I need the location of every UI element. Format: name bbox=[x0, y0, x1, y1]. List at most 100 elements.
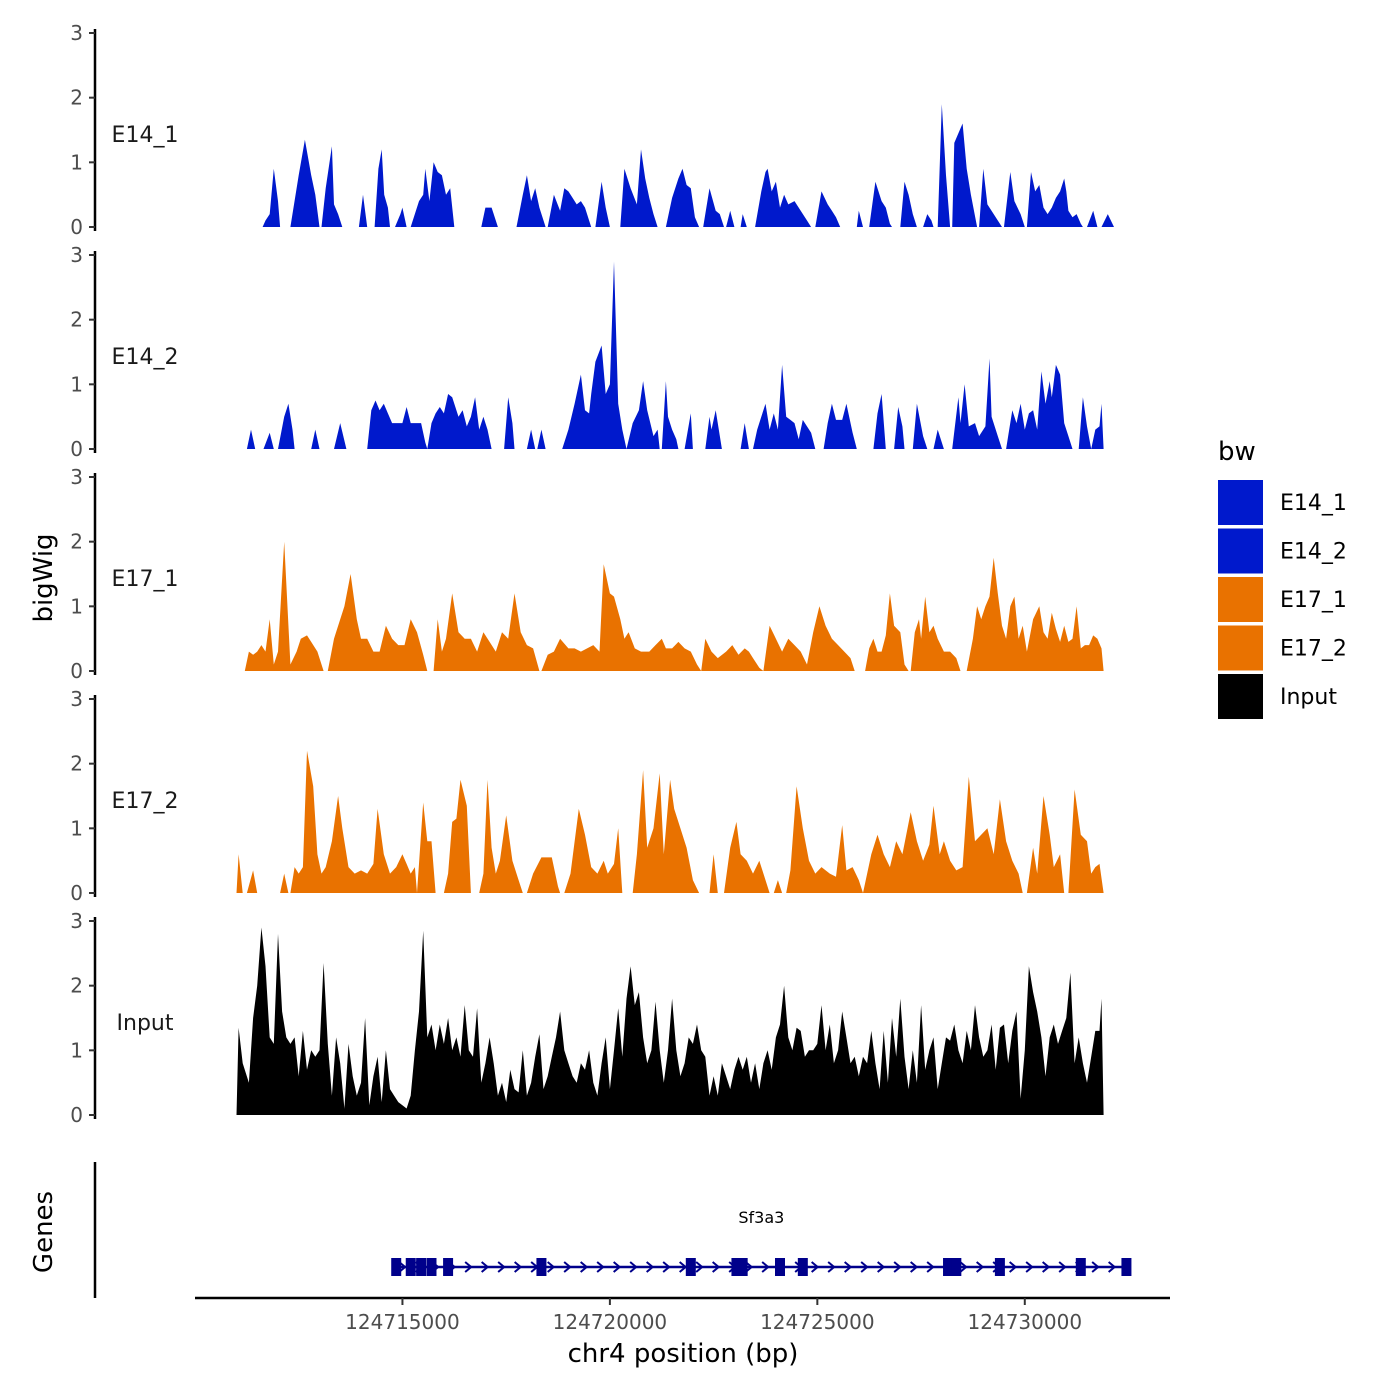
y-tick-label-input-2: 2 bbox=[70, 974, 83, 998]
strand-chevron bbox=[959, 1261, 968, 1273]
gene-exon-6 bbox=[536, 1258, 547, 1276]
strand-chevron bbox=[547, 1261, 556, 1273]
strand-chevron bbox=[926, 1261, 935, 1273]
strand-chevron bbox=[910, 1261, 919, 1273]
track-e17-2: 0 1 2 3 E17_2 bbox=[70, 687, 1104, 905]
strand-chevron bbox=[860, 1261, 869, 1273]
strand-chevron bbox=[1042, 1261, 1051, 1273]
strand-chevron bbox=[877, 1261, 886, 1273]
strand-chevron bbox=[662, 1261, 671, 1273]
gene-exon-11 bbox=[797, 1258, 808, 1276]
strand-chevron bbox=[761, 1261, 770, 1273]
track-label-e14-1: E14_1 bbox=[112, 123, 179, 148]
y-tick-label-e14-2-2: 2 bbox=[70, 308, 83, 332]
y-axis-title: bigWig bbox=[29, 533, 59, 622]
x-tick-label-124720000: 124720000 bbox=[553, 1310, 668, 1334]
x-tick-label-124725000: 124725000 bbox=[760, 1310, 875, 1334]
genes-track-title: Genes bbox=[29, 1191, 59, 1273]
y-tick-label-e17-1-2: 2 bbox=[70, 530, 83, 554]
y-tick-label-e17-2-1: 1 bbox=[70, 816, 83, 840]
gene-exon-13 bbox=[951, 1258, 962, 1276]
area-e17-1 bbox=[244, 541, 1104, 671]
legend-label-e17-1: E17_1 bbox=[1280, 588, 1347, 613]
track-e14-2: 0 1 2 3 E14_2 bbox=[70, 243, 1104, 461]
gene-exon-1 bbox=[391, 1258, 402, 1276]
area-input bbox=[236, 927, 1104, 1115]
legend-swatch-e14-1 bbox=[1218, 480, 1263, 525]
track-label-e14-2: E14_2 bbox=[112, 345, 179, 370]
legend-label-e17-2: E17_2 bbox=[1280, 637, 1347, 662]
strand-chevron bbox=[580, 1261, 589, 1273]
strand-chevron bbox=[976, 1261, 985, 1273]
gene-exon-12 bbox=[943, 1258, 954, 1276]
strand-chevron bbox=[695, 1261, 704, 1273]
legend-label-e14-1: E14_1 bbox=[1280, 491, 1347, 516]
strand-chevron bbox=[596, 1261, 605, 1273]
legend-swatch-e14-2 bbox=[1218, 528, 1263, 574]
strand-chevron bbox=[481, 1261, 490, 1273]
gene-exon-9 bbox=[737, 1258, 748, 1276]
gene-exon-15 bbox=[1075, 1258, 1086, 1276]
gene-exon-3 bbox=[416, 1258, 427, 1276]
strand-chevron bbox=[893, 1261, 902, 1273]
gene-exon-8 bbox=[731, 1258, 742, 1276]
strand-chevron bbox=[497, 1261, 506, 1273]
strand-chevron bbox=[1108, 1261, 1117, 1273]
gene-exon-14 bbox=[994, 1258, 1005, 1276]
y-tick-label-input-0: 0 bbox=[70, 1103, 83, 1127]
strand-chevron bbox=[613, 1261, 622, 1273]
x-axis-title: chr4 position (bp) bbox=[568, 1339, 799, 1369]
legend-swatch-e17-1 bbox=[1218, 577, 1263, 622]
strand-chevron bbox=[646, 1261, 655, 1273]
strand-chevron bbox=[514, 1261, 523, 1273]
strand-chevron bbox=[629, 1261, 638, 1273]
strand-chevron bbox=[1058, 1261, 1067, 1273]
y-tick-label-e14-2-1: 1 bbox=[70, 372, 83, 396]
track-input: 0 1 2 3 Input bbox=[70, 909, 1104, 1127]
area-e17-2 bbox=[236, 750, 1104, 893]
legend-label-input: Input bbox=[1280, 685, 1337, 710]
strand-chevron bbox=[827, 1261, 836, 1273]
legend-title: bw bbox=[1218, 437, 1256, 467]
y-tick-label-e17-1-1: 1 bbox=[70, 594, 83, 618]
gene-exon-2 bbox=[405, 1258, 416, 1276]
legend-label-e14-2: E14_2 bbox=[1280, 540, 1347, 565]
y-tick-label-e17-2-3: 3 bbox=[70, 687, 83, 711]
x-tick-label-124730000: 124730000 bbox=[968, 1310, 1083, 1334]
gene-exon-5 bbox=[443, 1258, 454, 1276]
y-tick-label-e17-1-0: 0 bbox=[70, 659, 83, 683]
y-tick-label-e14-1-3: 3 bbox=[70, 21, 83, 45]
y-tick-label-e14-2-3: 3 bbox=[70, 243, 83, 267]
area-e14-1 bbox=[262, 104, 1115, 227]
gene-exon-4 bbox=[426, 1258, 437, 1276]
track-e14-1: 0 1 2 3 E14_1 bbox=[70, 21, 1115, 239]
strand-chevron bbox=[464, 1261, 473, 1273]
area-e14-2 bbox=[246, 261, 1104, 449]
strand-chevron bbox=[1091, 1261, 1100, 1273]
y-tick-label-e14-1-1: 1 bbox=[70, 150, 83, 174]
track-label-input: Input bbox=[117, 1011, 174, 1036]
gene-exon-7 bbox=[685, 1258, 696, 1276]
strand-chevron bbox=[679, 1261, 688, 1273]
strand-chevron bbox=[1025, 1261, 1034, 1273]
y-tick-label-input-3: 3 bbox=[70, 909, 83, 933]
strand-chevron bbox=[563, 1261, 572, 1273]
y-tick-label-e17-2-0: 0 bbox=[70, 881, 83, 905]
y-tick-label-e17-2-2: 2 bbox=[70, 752, 83, 776]
strand-chevron bbox=[1009, 1261, 1018, 1273]
track-label-e17-2: E17_2 bbox=[112, 789, 179, 814]
y-tick-label-e14-1-2: 2 bbox=[70, 86, 83, 110]
legend-swatch-e17-2 bbox=[1218, 625, 1263, 671]
y-tick-label-e14-1-0: 0 bbox=[70, 215, 83, 239]
gene-exon-16 bbox=[1121, 1258, 1132, 1276]
y-tick-label-e17-1-3: 3 bbox=[70, 465, 83, 489]
gene-name-label: Sf3a3 bbox=[738, 1208, 784, 1227]
x-tick-label-124715000: 124715000 bbox=[345, 1310, 460, 1334]
y-tick-label-input-1: 1 bbox=[70, 1038, 83, 1062]
strand-chevron bbox=[712, 1261, 721, 1273]
strand-chevron bbox=[844, 1261, 853, 1273]
legend-swatch-input bbox=[1218, 674, 1263, 719]
y-tick-label-e14-2-0: 0 bbox=[70, 437, 83, 461]
strand-chevron bbox=[811, 1261, 820, 1273]
